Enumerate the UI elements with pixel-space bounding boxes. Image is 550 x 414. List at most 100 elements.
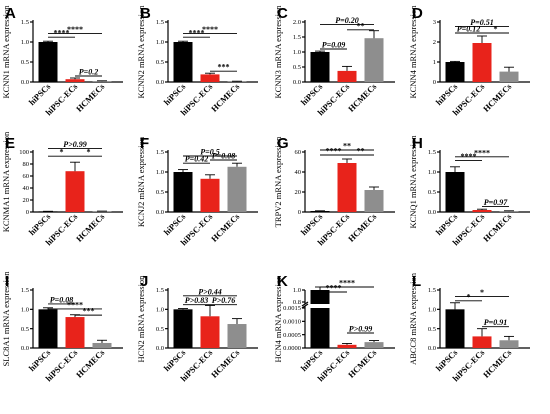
y-tick-label: 0.0 (428, 345, 436, 352)
y-tick-label: 0.5 (428, 189, 436, 196)
category-label: HCMECs (346, 347, 379, 380)
y-axis-label: KCNQ1 mRNA expression (408, 135, 418, 229)
y-axis-label: HCN4 mRNA expression (273, 275, 283, 363)
significance-label: P=0.51 (470, 18, 493, 27)
y-tick-label: 0.5 (156, 189, 164, 196)
y-axis-label: KCNJ2 mRNA expression (136, 136, 146, 227)
significance-label: P=0.08 (50, 295, 73, 304)
bar (364, 342, 384, 348)
bar (445, 172, 465, 212)
bar (65, 317, 85, 348)
category-label: HCMECs (74, 81, 107, 114)
bar (173, 309, 193, 348)
bar (499, 340, 519, 348)
y-tick-label: 1.0 (21, 307, 29, 314)
y-tick-label: 1.5 (21, 19, 29, 26)
category-label: hiPSCs (299, 347, 325, 373)
significance-label: ** (343, 142, 351, 151)
y-axis-label: KCNN3 mRNA expression (273, 5, 283, 99)
significance-label: *** (83, 307, 95, 316)
bar (200, 178, 220, 212)
bar (173, 172, 193, 212)
bar (310, 211, 330, 212)
category-label: hiPSCs (162, 81, 188, 107)
significance-label: *** (218, 63, 230, 72)
y-axis-label: TRPV2 mRNA expression (273, 136, 283, 227)
significance-label: P=0.08 (212, 152, 235, 161)
y-tick-label: 0.5 (293, 64, 301, 71)
y-tick-label: 1 (433, 59, 436, 66)
significance-label: **** (474, 148, 490, 157)
bar (65, 171, 85, 212)
category-label: HCMECs (209, 347, 242, 380)
y-tick-label: 1.5 (428, 287, 436, 294)
y-axis-label: KCNN4 mRNA expression (408, 5, 418, 99)
category-label: HCMECs (209, 211, 242, 244)
bar (92, 81, 112, 82)
category-label: HCMECs (481, 347, 514, 380)
bar (310, 52, 330, 82)
y-tick-label: 0.5 (156, 326, 164, 333)
y-tick-label: 0.8 (293, 299, 301, 306)
significance-label: P=0.20 (335, 16, 358, 25)
y-tick-label: 2 (433, 39, 436, 46)
category-label: HCMECs (74, 347, 107, 380)
axis-break-mark (301, 301, 309, 307)
significance-label: **** (326, 284, 342, 293)
bar (445, 309, 465, 348)
y-axis-label: KCNN1 mRNA expression (1, 5, 11, 99)
category-label: HCMECs (346, 211, 379, 244)
significance-label: **** (326, 147, 342, 156)
panel-letter: G (277, 135, 289, 152)
bar (65, 79, 85, 82)
significance-label: * (60, 148, 64, 157)
category-label: hiPSCs (299, 81, 325, 107)
bar (364, 38, 384, 82)
y-tick-label: 0.5 (428, 326, 436, 333)
y-tick-label: 1.5 (428, 149, 436, 156)
y-tick-label: 20 (23, 197, 30, 204)
bar (472, 43, 492, 82)
bar (227, 324, 247, 348)
y-tick-label: 0.5 (21, 326, 29, 333)
y-axis-label: KCNMA1 mRNA expression (1, 131, 11, 232)
category-label: hiPSCs (27, 81, 53, 107)
significance-label: * (87, 148, 91, 157)
category-label: HCMECs (74, 211, 107, 244)
significance-label: P>0.83 (185, 296, 208, 305)
category-label: hiPSCs (162, 211, 188, 237)
y-axis-label: ABCC8 mRNA expression (408, 272, 418, 365)
y-tick-label: 3 (433, 19, 436, 26)
axis-break-mark (301, 303, 309, 309)
y-tick-label: 0 (298, 209, 301, 216)
bar (173, 42, 193, 82)
category-label: hiPSCs (162, 347, 188, 373)
bar (445, 62, 465, 82)
significance-label: P=0.2 (79, 68, 98, 77)
panel-letter: F (140, 135, 149, 152)
y-tick-label: 1.5 (156, 287, 164, 294)
y-tick-label: 1.0 (293, 287, 301, 294)
significance-label: P=0.42 (185, 155, 208, 164)
y-tick-label: 0.5 (21, 59, 29, 66)
y-tick-label: 1.0 (156, 169, 164, 176)
bar (337, 70, 357, 82)
y-tick-label: 0 (26, 209, 29, 216)
significance-label: P=0.91 (484, 318, 507, 327)
significance-label: ** (357, 21, 365, 30)
category-label: HCMECs (481, 211, 514, 244)
panel-letter: J (140, 273, 148, 290)
bar (472, 336, 492, 348)
category-label: hiPSCs (434, 211, 460, 237)
